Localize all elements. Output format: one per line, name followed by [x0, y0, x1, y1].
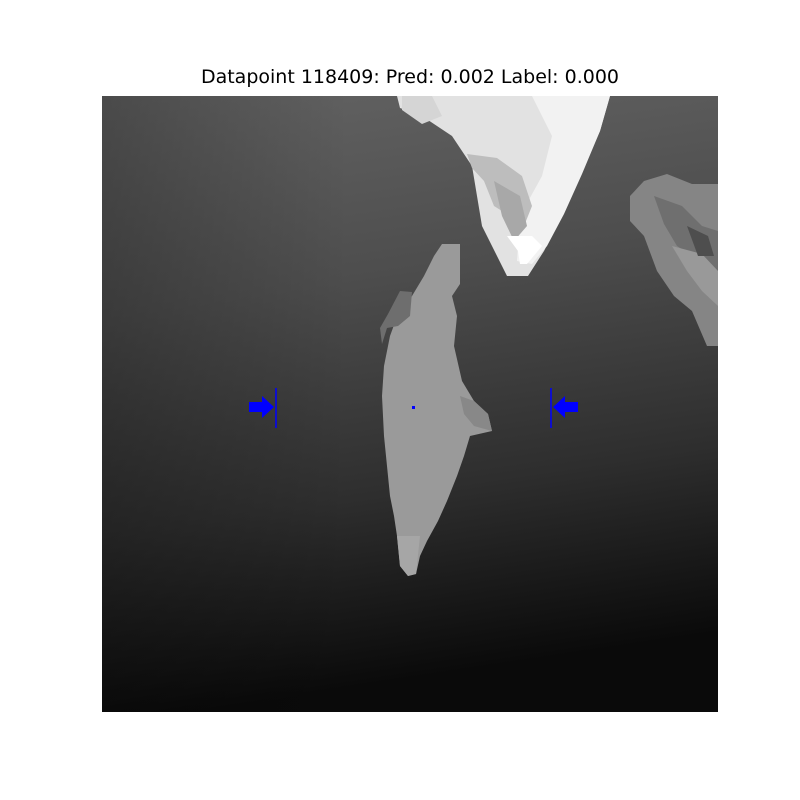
center-point	[412, 406, 415, 409]
depth-image-panel	[102, 96, 718, 712]
figure-title: Datapoint 118409: Pred: 0.002 Label: 0.0…	[200, 66, 620, 88]
depth-image	[102, 96, 718, 712]
right-edge-object	[630, 174, 718, 346]
marker-overlay	[249, 388, 578, 428]
top-object	[397, 96, 610, 276]
left-arrow-icon	[553, 396, 578, 418]
right-arrow-icon	[249, 396, 274, 418]
central-object	[380, 244, 492, 576]
